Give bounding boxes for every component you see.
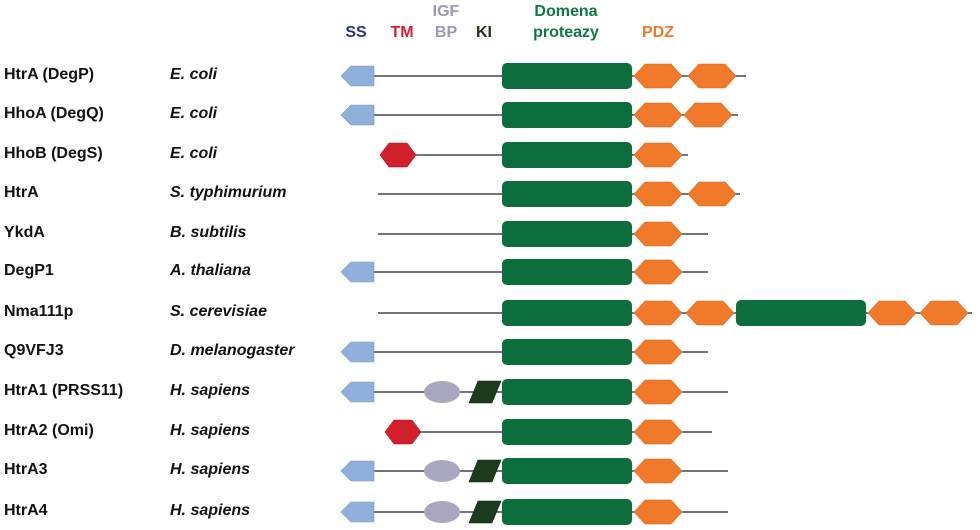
legend-ki-line: KI bbox=[476, 24, 492, 41]
organism-name: A. thaliana bbox=[170, 262, 251, 279]
legend-igf-line: IGF bbox=[432, 3, 460, 20]
legend-ss-line: SS bbox=[345, 24, 367, 41]
protease-domain bbox=[502, 379, 632, 405]
pdz-domain bbox=[919, 300, 969, 326]
legend-ki: KI bbox=[476, 22, 492, 43]
signal-sequence-domain bbox=[340, 341, 375, 363]
organism-name: S. cerevisiae bbox=[170, 303, 267, 320]
pdz-domain bbox=[633, 458, 683, 484]
legend-igf: IGF BP bbox=[433, 1, 460, 43]
pdz-domain bbox=[633, 419, 683, 445]
organism-name: E. coli bbox=[170, 66, 218, 83]
signal-sequence-domain bbox=[340, 501, 375, 523]
transmembrane-domain bbox=[379, 142, 417, 168]
igf-binding-domain bbox=[424, 381, 460, 403]
signal-sequence-domain bbox=[340, 460, 375, 482]
legend-pdz-line: PDZ bbox=[642, 24, 674, 41]
signal-sequence-domain bbox=[340, 261, 375, 283]
organism-name: H. sapiens bbox=[170, 382, 251, 399]
organism-name: E. coli bbox=[170, 145, 218, 162]
protease-domain bbox=[502, 181, 632, 207]
protease-domain bbox=[502, 499, 632, 525]
protease-domain bbox=[502, 63, 632, 89]
protease-domain bbox=[502, 102, 632, 128]
protease-domain bbox=[502, 259, 632, 285]
pdz-domain bbox=[633, 379, 683, 405]
pdz-domain bbox=[687, 181, 737, 207]
pdz-domain bbox=[633, 221, 683, 247]
organism-name: D. melanogaster bbox=[170, 342, 295, 359]
signal-sequence-domain bbox=[340, 65, 375, 87]
legend-prot-line: Domena bbox=[534, 3, 598, 20]
protein-name: HhoA (DegQ) bbox=[4, 105, 104, 122]
protein-name: HtrA1 (PRSS11) bbox=[4, 382, 124, 399]
protein-name: DegP1 bbox=[4, 262, 54, 279]
protein-name: Nma111p bbox=[4, 303, 74, 320]
protease-domain bbox=[502, 300, 632, 326]
pdz-domain bbox=[633, 339, 683, 365]
legend-igf-line: BP bbox=[434, 24, 458, 41]
organism-name: S. typhimurium bbox=[170, 184, 287, 201]
protein-name: HtrA (DegP) bbox=[4, 66, 95, 83]
protein-name: HtrA4 bbox=[4, 502, 48, 519]
pdz-domain bbox=[633, 102, 683, 128]
legend-prot: Domena proteazy bbox=[533, 1, 599, 43]
pdz-domain bbox=[633, 300, 683, 326]
protein-name: HtrA bbox=[4, 184, 39, 201]
protease-domain bbox=[502, 221, 632, 247]
protease-domain bbox=[736, 300, 866, 326]
organism-name: H. sapiens bbox=[170, 422, 251, 439]
pdz-domain bbox=[687, 63, 737, 89]
transmembrane-domain bbox=[384, 419, 422, 445]
pdz-domain bbox=[867, 300, 917, 326]
protein-name: YkdA bbox=[4, 224, 45, 241]
signal-sequence-domain bbox=[340, 381, 375, 403]
pdz-domain bbox=[633, 499, 683, 525]
legend-pdz: PDZ bbox=[642, 22, 674, 43]
protein-name: HhoB (DegS) bbox=[4, 145, 103, 162]
protease-domain bbox=[502, 419, 632, 445]
legend-tm: TM bbox=[390, 22, 413, 43]
organism-name: H. sapiens bbox=[170, 502, 251, 519]
protein-name: HtrA2 (Omi) bbox=[4, 422, 94, 439]
pdz-domain bbox=[633, 63, 683, 89]
kazal-inhibitor-domain bbox=[468, 459, 502, 483]
protease-domain bbox=[502, 142, 632, 168]
protein-name: HtrA3 bbox=[4, 461, 48, 478]
igf-binding-domain bbox=[424, 501, 460, 523]
legend-prot-line: proteazy bbox=[533, 24, 599, 41]
igf-binding-domain bbox=[424, 460, 460, 482]
pdz-domain bbox=[683, 102, 733, 128]
legend-tm-line: TM bbox=[390, 24, 414, 41]
protease-domain bbox=[502, 458, 632, 484]
pdz-domain bbox=[685, 300, 735, 326]
kazal-inhibitor-domain bbox=[468, 500, 502, 524]
signal-sequence-domain bbox=[340, 104, 375, 126]
kazal-inhibitor-domain bbox=[468, 380, 502, 404]
pdz-domain bbox=[633, 259, 683, 285]
pdz-domain bbox=[633, 142, 683, 168]
protein-name: Q9VFJ3 bbox=[4, 342, 64, 359]
organism-name: H. sapiens bbox=[170, 461, 251, 478]
organism-name: B. subtilis bbox=[170, 224, 247, 241]
pdz-domain bbox=[633, 181, 683, 207]
protease-domain bbox=[502, 339, 632, 365]
organism-name: E. coli bbox=[170, 105, 218, 122]
legend-ss: SS bbox=[345, 22, 366, 43]
